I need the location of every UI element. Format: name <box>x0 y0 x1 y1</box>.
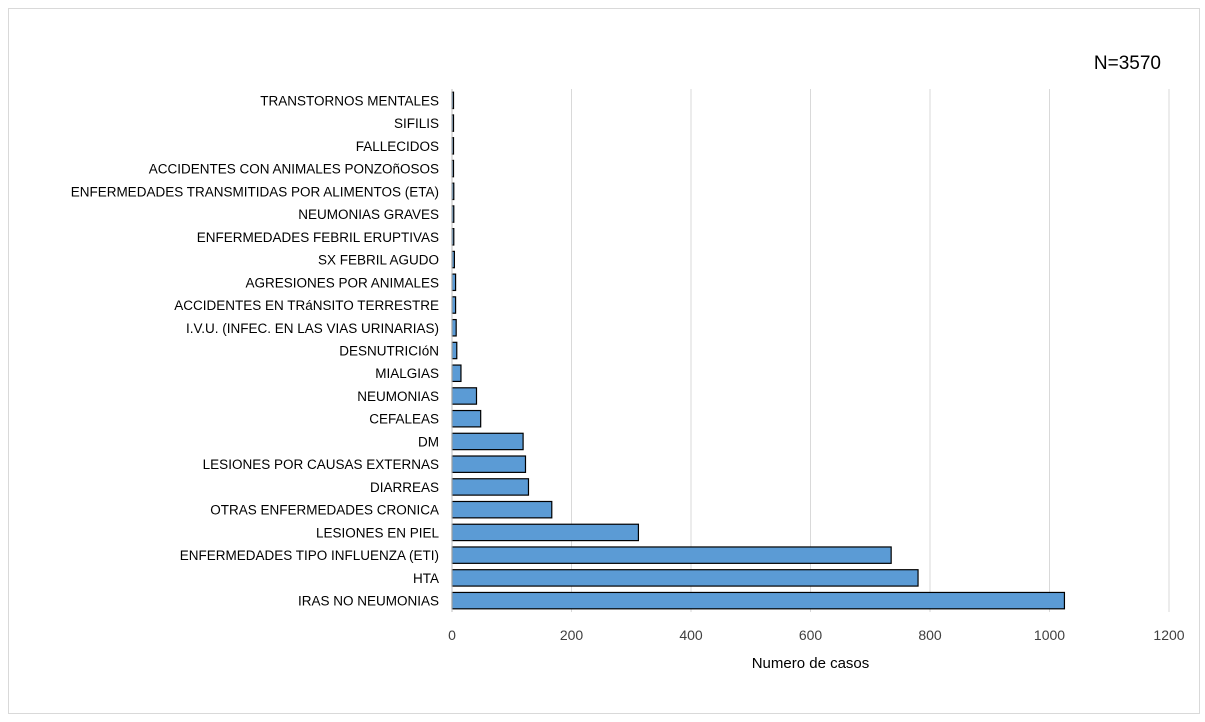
category-label: IRAS NO NEUMONIAS <box>298 594 439 609</box>
bar <box>451 569 919 587</box>
category-label: SX FEBRIL AGUDO <box>318 253 439 268</box>
bar <box>451 500 553 519</box>
x-tick-label: 1000 <box>1034 627 1065 643</box>
bar <box>451 523 640 542</box>
category-label: FALLECIDOS <box>356 139 439 154</box>
category-label: TRANSTORNOS MENTALES <box>260 93 439 108</box>
x-tick-label: 600 <box>799 627 823 643</box>
chart-frame: IRAS NO NEUMONIAS HTA ENFERMEDADES TIPO IN… <box>8 8 1200 714</box>
category-label: NEUMONIAS GRAVES <box>298 207 439 222</box>
sample-size-annotation: N=3570 <box>1093 53 1161 74</box>
category-label: ACCIDENTES EN TRáNSITO TERRESTRE <box>174 298 439 313</box>
bar <box>451 478 530 496</box>
category-label: DESNUTRICIóN <box>339 344 439 359</box>
bar-chart: IRAS NO NEUMONIAS HTA ENFERMEDADES TIPO IN… <box>71 89 1185 672</box>
category-label: ENFERMEDADES TIPO INFLUENZA (ETI) <box>180 548 439 563</box>
category-label: LESIONES POR CAUSAS EXTERNAS <box>203 457 439 472</box>
bar <box>451 341 458 360</box>
bar <box>451 318 457 337</box>
x-tick-label: 0 <box>448 627 456 643</box>
bar <box>451 387 478 405</box>
bar <box>451 273 457 292</box>
category-label: I.V.U. (INFEC. EN LAS VIAS URINARIAS) <box>186 321 439 336</box>
gridlines <box>571 89 1170 612</box>
bar <box>451 546 892 564</box>
category-label: ENFERMEDADES FEBRIL ERUPTIVAS <box>197 230 439 245</box>
bar <box>451 455 527 473</box>
x-tick-label: 800 <box>918 627 942 643</box>
x-tick-label: 400 <box>679 627 703 643</box>
x-tick-labels: 0 200 400 600 800 1000 1200 <box>448 627 1185 643</box>
category-label: SIFILIS <box>394 116 439 131</box>
category-label: DM <box>418 434 439 449</box>
x-tick-label: 1200 <box>1153 627 1184 643</box>
x-axis-title: Numero de casos <box>752 655 870 672</box>
category-label: AGRESIONES POR ANIMALES <box>245 275 439 290</box>
category-label: CEFALEAS <box>369 412 439 427</box>
category-label: MIALGIAS <box>375 366 439 381</box>
category-labels: IRAS NO NEUMONIAS HTA ENFERMEDADES TIPO IN… <box>71 93 440 608</box>
bars <box>451 91 1066 610</box>
category-label: LESIONES EN PIEL <box>316 525 440 540</box>
category-label: HTA <box>413 571 439 586</box>
bar <box>451 432 524 451</box>
x-tick-label: 200 <box>560 627 584 643</box>
bar <box>451 296 457 314</box>
bar <box>451 409 482 428</box>
category-label: NEUMONIAS <box>357 389 439 404</box>
bar <box>451 591 1066 610</box>
bar <box>451 364 462 383</box>
category-label: OTRAS ENFERMEDADES CRONICA <box>210 503 439 518</box>
category-label: ENFERMEDADES TRANSMITIDAS POR ALIMENTOS … <box>71 184 439 199</box>
category-label: DIARREAS <box>370 480 439 495</box>
category-label: ACCIDENTES CON ANIMALES PONZOñOSOS <box>149 162 439 177</box>
